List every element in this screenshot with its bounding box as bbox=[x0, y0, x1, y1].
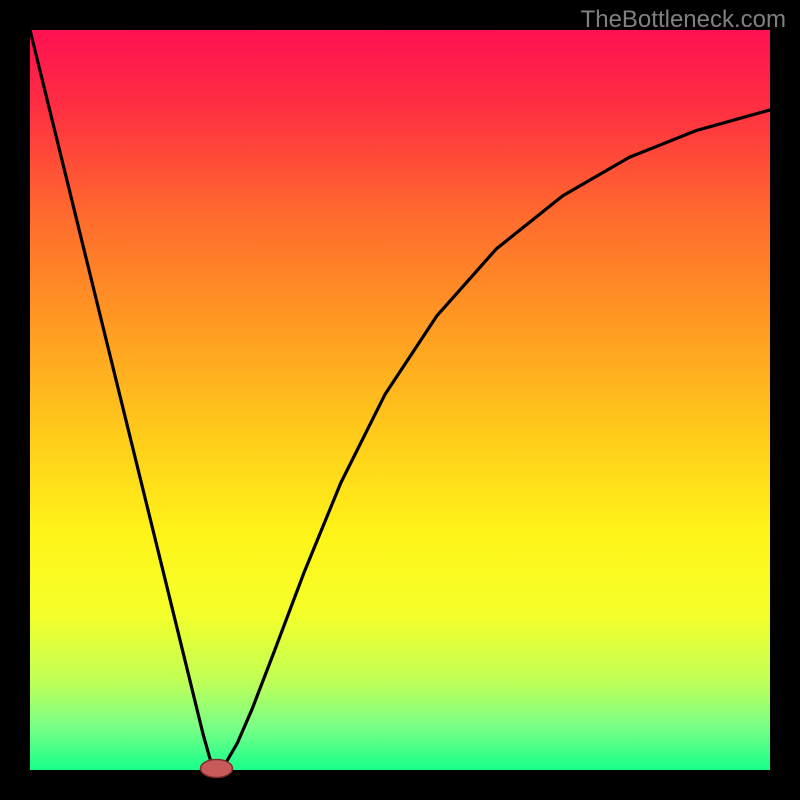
plot-svg bbox=[0, 0, 800, 800]
watermark-text: TheBottleneck.com bbox=[581, 6, 786, 34]
minimum-marker bbox=[200, 760, 232, 778]
bottleneck-curve bbox=[30, 30, 770, 769]
chart-frame: TheBottleneck.com bbox=[0, 0, 800, 800]
